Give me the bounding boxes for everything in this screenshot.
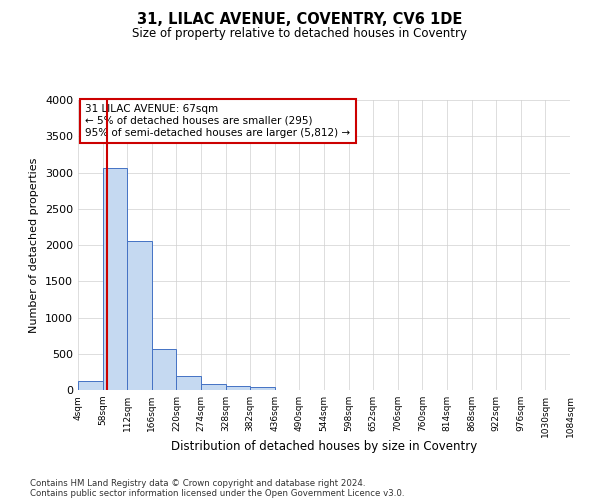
Bar [250, 386, 275, 390]
Text: Contains public sector information licensed under the Open Government Licence v3: Contains public sector information licen… [30, 488, 404, 498]
X-axis label: Distribution of detached houses by size in Coventry: Distribution of detached houses by size … [171, 440, 477, 453]
Text: 31 LILAC AVENUE: 67sqm
← 5% of detached houses are smaller (295)
95% of semi-det: 31 LILAC AVENUE: 67sqm ← 5% of detached … [85, 104, 350, 138]
Bar [78, 382, 103, 390]
Bar [201, 384, 226, 390]
Bar [226, 386, 250, 390]
Text: Size of property relative to detached houses in Coventry: Size of property relative to detached ho… [133, 28, 467, 40]
Bar [176, 376, 201, 390]
Text: Contains HM Land Registry data © Crown copyright and database right 2024.: Contains HM Land Registry data © Crown c… [30, 478, 365, 488]
Text: 31, LILAC AVENUE, COVENTRY, CV6 1DE: 31, LILAC AVENUE, COVENTRY, CV6 1DE [137, 12, 463, 28]
Bar [103, 168, 127, 390]
Bar [127, 240, 152, 390]
Y-axis label: Number of detached properties: Number of detached properties [29, 158, 40, 332]
Bar [152, 348, 176, 390]
